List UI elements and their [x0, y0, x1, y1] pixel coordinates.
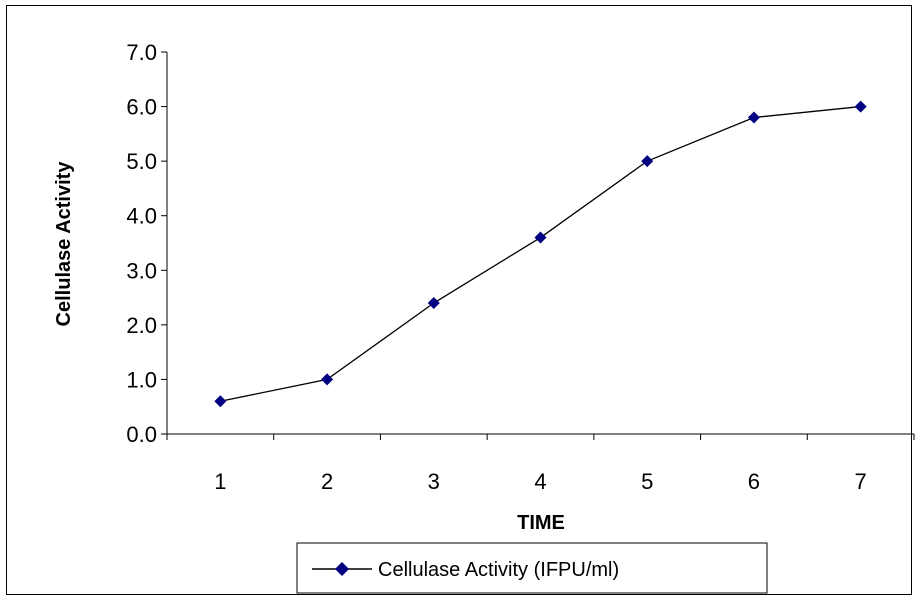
y-tick-label: 6.0	[126, 95, 157, 120]
y-tick-label: 3.0	[126, 258, 157, 283]
y-tick-label: 2.0	[126, 313, 157, 338]
y-axis-title: Cellulase Activity	[53, 161, 75, 327]
x-tick-label: 3	[428, 469, 440, 494]
x-axis-title: TIME	[517, 512, 565, 534]
data-point	[854, 100, 867, 113]
legend: Cellulase Activity (IFPU/ml)	[296, 542, 768, 594]
data-point	[321, 373, 334, 386]
x-tick-label: 1	[214, 469, 226, 494]
chart-frame	[6, 5, 912, 595]
y-tick-label: 4.0	[126, 204, 157, 229]
x-tick-label: 2	[321, 469, 333, 494]
plot-area: 0.0 1.0 2.0 3.0 4.0 5.0 6.0 7.0 1 2 3 4 5 6 7	[126, 40, 915, 494]
data-point	[747, 111, 760, 124]
data-point	[427, 297, 440, 310]
data-point	[214, 395, 227, 408]
x-tick-label: 5	[641, 469, 653, 494]
data-point	[641, 155, 654, 168]
y-tick-label: 0.0	[126, 422, 157, 447]
y-tick-label: 5.0	[126, 149, 157, 174]
y-tick-label: 7.0	[126, 40, 157, 65]
legend-marker	[335, 562, 349, 576]
legend-label: Cellulase Activity (IFPU/ml)	[378, 559, 619, 581]
series-line	[220, 105, 861, 402]
y-tick-label: 1.0	[126, 367, 157, 392]
data-point	[534, 231, 547, 244]
x-tick-label: 4	[534, 469, 546, 494]
x-tick-label: 7	[855, 469, 867, 494]
legend-box	[296, 542, 768, 594]
x-tick-label: 6	[748, 469, 760, 494]
